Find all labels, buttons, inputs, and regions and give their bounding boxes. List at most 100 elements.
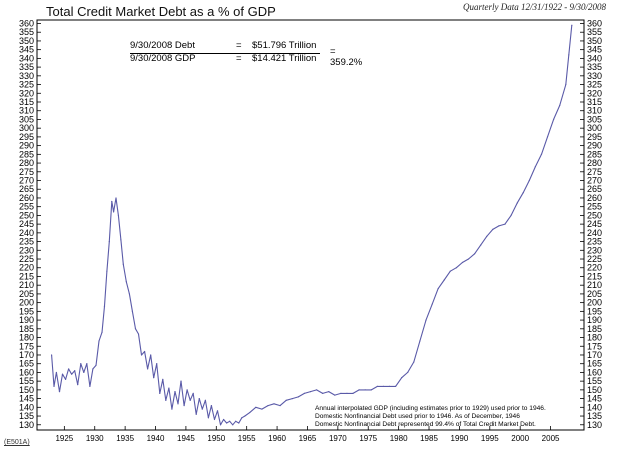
y-tick-label-right: 160 xyxy=(587,367,602,377)
data-point xyxy=(101,331,103,333)
data-point xyxy=(334,394,336,396)
x-tick-label: 1925 xyxy=(55,434,73,443)
x-tick-label: 1985 xyxy=(420,434,438,443)
y-tick-label-left: 155 xyxy=(19,376,34,386)
data-point xyxy=(413,361,415,363)
data-point xyxy=(401,377,403,379)
chart-subtitle: Quarterly Data 12/31/1922 - 9/30/2008 xyxy=(463,2,606,12)
data-point xyxy=(553,118,555,121)
y-tick-label-right: 265 xyxy=(587,184,602,194)
data-point xyxy=(162,378,164,381)
data-point xyxy=(425,319,427,321)
source-code-link[interactable]: (E501A) xyxy=(4,439,30,446)
y-tick-label-left: 290 xyxy=(19,141,34,151)
data-point xyxy=(273,403,275,405)
y-tick-label-right: 130 xyxy=(587,420,602,430)
y-tick-label-right: 280 xyxy=(587,158,602,168)
y-tick-label-left: 160 xyxy=(19,367,34,377)
y-tick-label-left: 250 xyxy=(19,210,34,220)
y-tick-label-left: 135 xyxy=(19,411,34,421)
data-point xyxy=(261,408,263,410)
y-axis-left: 1301351401451501551601651701751801851901… xyxy=(19,18,41,430)
data-point xyxy=(431,303,433,305)
data-point xyxy=(346,392,348,394)
y-tick-label-left: 170 xyxy=(19,350,34,360)
y-tick-label-left: 295 xyxy=(19,132,34,142)
y-tick-label-right: 300 xyxy=(587,123,602,133)
data-point xyxy=(255,406,257,408)
data-point xyxy=(322,392,324,394)
data-point xyxy=(540,153,543,155)
data-point xyxy=(498,225,500,227)
y-tick-label-right: 305 xyxy=(587,114,602,124)
y-tick-label-right: 240 xyxy=(587,228,602,238)
data-point xyxy=(461,261,464,264)
y-tick-label-left: 210 xyxy=(19,280,34,290)
y-tick-label-left: 150 xyxy=(19,385,34,395)
gdp-value: $14.421 Trillion xyxy=(252,53,317,64)
y-tick-label-right: 235 xyxy=(587,237,602,247)
y-tick-label-right: 170 xyxy=(587,350,602,360)
x-tick-label: 1970 xyxy=(329,434,347,443)
footnote-line: Domestic Nonfinancial Debt represented 9… xyxy=(315,421,536,429)
y-tick-label-right: 360 xyxy=(587,18,602,28)
data-point xyxy=(55,371,58,374)
data-point xyxy=(565,83,567,86)
data-point xyxy=(235,420,237,422)
data-point xyxy=(303,392,306,394)
y-tick-label-left: 230 xyxy=(19,245,34,255)
x-tick-label: 1930 xyxy=(86,434,104,443)
y-tick-label-left: 345 xyxy=(19,45,34,55)
y-tick-label-right: 140 xyxy=(587,402,602,412)
y-tick-label-left: 130 xyxy=(19,420,34,430)
x-tick-label: 1980 xyxy=(390,434,408,443)
y-tick-label-left: 330 xyxy=(19,71,34,81)
y-tick-label-right: 175 xyxy=(587,341,602,351)
y-tick-label-right: 250 xyxy=(587,210,602,220)
data-point xyxy=(168,387,170,389)
data-point xyxy=(279,404,281,407)
data-point xyxy=(103,305,106,307)
data-point xyxy=(249,411,251,414)
y-tick-label-right: 215 xyxy=(587,271,602,281)
data-point xyxy=(140,354,143,356)
y-tick-label-right: 180 xyxy=(587,333,602,343)
data-point xyxy=(455,267,457,269)
data-point xyxy=(382,385,385,387)
y-tick-label-left: 220 xyxy=(19,263,34,273)
data-point xyxy=(156,363,158,365)
data-point xyxy=(297,396,299,398)
gdp-equals: = xyxy=(236,53,242,64)
data-point xyxy=(546,136,549,138)
data-point xyxy=(516,202,518,204)
data-point xyxy=(207,417,209,419)
data-point xyxy=(77,384,79,386)
data-point xyxy=(474,253,476,255)
data-point xyxy=(171,408,173,410)
data-point xyxy=(111,200,113,203)
y-tick-label-right: 195 xyxy=(587,306,602,316)
data-point xyxy=(244,415,246,417)
data-point xyxy=(125,281,127,283)
plot-frame xyxy=(36,19,585,431)
footnote: Annual interpolated GDP (including estim… xyxy=(315,405,546,430)
y-tick-label-left: 315 xyxy=(19,97,34,107)
data-point xyxy=(210,404,213,407)
y-tick-label-left: 260 xyxy=(19,193,34,203)
ratio-result: = 359.2% xyxy=(330,46,363,68)
y-tick-label-right: 200 xyxy=(587,298,602,308)
data-point xyxy=(559,104,561,107)
ratio-calculation: 9/30/2008 Debt = $51.796 Trillion 9/30/2… xyxy=(130,40,362,68)
y-tick-label-left: 350 xyxy=(19,36,34,46)
y-tick-label-left: 205 xyxy=(19,289,34,299)
data-point xyxy=(106,270,108,272)
data-point xyxy=(437,288,439,290)
debt-label: 9/30/2008 Debt xyxy=(130,40,195,51)
data-point xyxy=(61,373,64,375)
data-point xyxy=(150,354,152,356)
data-point xyxy=(328,391,330,393)
y-tick-label-left: 265 xyxy=(19,184,34,194)
y-tick-label-right: 320 xyxy=(587,88,602,98)
y-tick-label-right: 220 xyxy=(587,263,602,273)
